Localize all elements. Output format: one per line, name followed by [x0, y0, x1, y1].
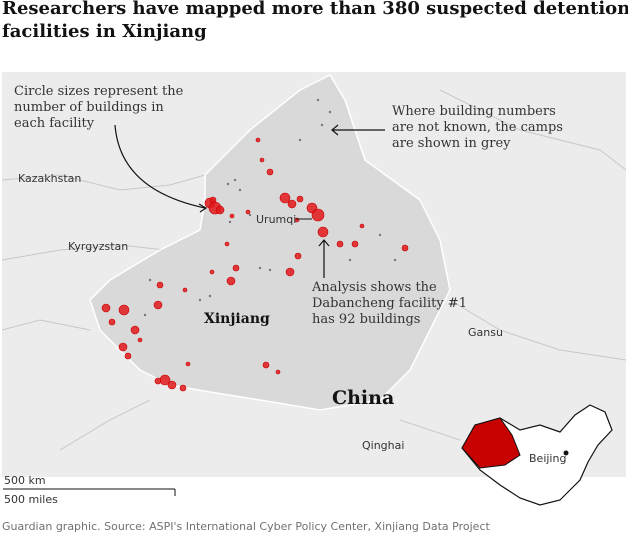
facility-dot	[182, 287, 188, 293]
facility-dot-unknown	[248, 213, 252, 217]
annotation: has 92 buildings	[312, 312, 420, 327]
place-label: Qinghai	[362, 439, 404, 452]
facility-dot-unknown	[298, 138, 302, 142]
facility-dot	[266, 168, 274, 176]
facility-dot	[209, 269, 215, 275]
facility-dot-unknown	[378, 233, 382, 237]
facility-dot	[287, 199, 297, 209]
place-label: Kyrgyzstan	[68, 240, 128, 253]
xinjiang-region	[89, 74, 451, 411]
facility-dot	[336, 240, 344, 248]
facility-dot	[279, 192, 291, 204]
facility-dot	[209, 196, 217, 204]
facility-dot-unknown	[208, 294, 212, 298]
facility-dot-unknown	[238, 188, 242, 192]
borders	[1, 89, 627, 451]
facility-dot	[294, 252, 302, 260]
annotation: Dabancheng facility #1	[312, 296, 467, 311]
facility-dot	[232, 264, 240, 272]
place-label: Gansu	[468, 326, 503, 339]
facility-dot	[255, 137, 261, 143]
annotation: number of buildings in	[14, 100, 164, 115]
source: Guardian graphic. Source: ASPI's Interna…	[2, 520, 490, 533]
facility-dot	[245, 209, 251, 215]
facility-dot	[130, 325, 140, 335]
facility-dot	[167, 380, 177, 390]
facility-dot	[137, 337, 143, 343]
facility-dot	[229, 213, 235, 219]
facility-dot	[401, 244, 409, 252]
facility-dot-unknown	[393, 258, 397, 262]
facility-dot	[224, 241, 230, 247]
facility-dot	[351, 240, 359, 248]
annotation: are not known, the camps	[392, 120, 563, 135]
place-label: Urumqi	[256, 213, 296, 226]
facility-dot	[275, 369, 281, 375]
map: Circle sizes represent the number of bui…	[1, 72, 627, 477]
xinjiang-inset	[461, 417, 521, 469]
facility-dot	[359, 223, 365, 229]
facility-dot	[124, 352, 132, 360]
facility-dot-unknown	[148, 278, 152, 282]
place-label: Kazakhstan	[18, 172, 81, 185]
annotation: Analysis shows the	[311, 280, 437, 295]
facility-dot	[179, 384, 187, 392]
facility-dot-unknown	[320, 123, 324, 127]
facility-dot-unknown	[198, 298, 202, 302]
annotation: each facility	[14, 116, 95, 131]
title-line: Researchers have mapped more than 380 su…	[2, 0, 628, 19]
facility-dot	[215, 205, 225, 215]
arrowhead	[198, 203, 208, 213]
arrow	[114, 124, 206, 209]
facility-dot	[118, 342, 128, 352]
facility-dot-unknown	[226, 182, 230, 186]
facility-dot	[259, 157, 265, 163]
scale-label: 500 miles	[4, 493, 58, 506]
facility-dot-unknown	[228, 220, 232, 224]
facility-dot-unknown	[143, 313, 147, 317]
title-line: facilities in Xinjiang	[2, 21, 207, 42]
beijing-dot	[563, 450, 569, 456]
arrow	[318, 239, 330, 278]
facility-dot	[153, 300, 163, 310]
facility-dot-unknown	[348, 258, 352, 262]
facility-dot	[108, 318, 116, 326]
scale-bar: 500 km 500 miles	[3, 474, 176, 506]
facility-dot	[317, 226, 329, 238]
facility-dot-unknown	[233, 178, 237, 182]
facilities	[101, 98, 409, 392]
facility-dot	[311, 208, 325, 222]
annotation: Where building numbers	[392, 104, 556, 119]
annotation: are shown in grey	[392, 136, 511, 151]
scale-label: 500 km	[4, 474, 46, 487]
facility-dot	[101, 303, 111, 313]
arrow	[331, 124, 385, 136]
inset-map: Beijing	[461, 404, 613, 506]
facility-dot-unknown	[316, 98, 320, 102]
facility-dot	[185, 361, 191, 367]
facility-dot-unknown	[268, 268, 272, 272]
facility-dot-unknown	[258, 266, 262, 270]
facility-dot	[154, 377, 162, 385]
place-label: China	[332, 387, 394, 409]
title: Researchers have mapped more than 380 su…	[2, 0, 628, 42]
annotation: Circle sizes represent the	[14, 84, 184, 99]
facility-dot	[118, 304, 130, 316]
place-label: Beijing	[529, 452, 566, 465]
facility-dot	[226, 276, 236, 286]
facility-dot	[262, 361, 270, 369]
facility-dot	[285, 267, 295, 277]
facility-dot	[296, 195, 304, 203]
facility-dot-unknown	[328, 110, 332, 114]
facility-dot	[156, 281, 164, 289]
place-label: Xinjiang	[204, 311, 270, 327]
